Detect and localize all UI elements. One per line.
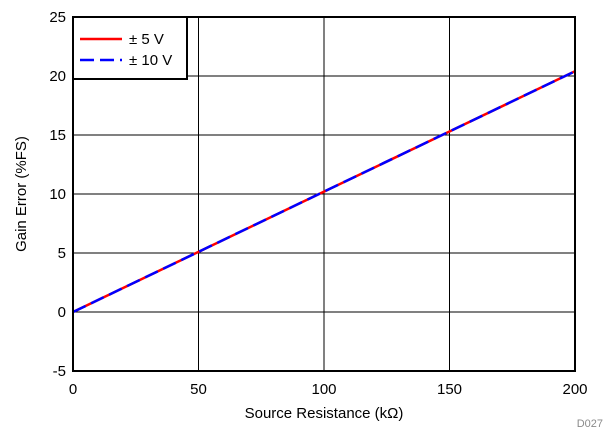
- y-tick-label: 10: [49, 186, 66, 203]
- figure-code-label: D027: [577, 418, 603, 430]
- y-axis-label: Gain Error (%FS): [13, 136, 30, 252]
- y-tick-label: 0: [58, 304, 66, 321]
- y-tick-label: -5: [53, 363, 66, 380]
- y-tick-label: 15: [49, 127, 66, 144]
- plot-frame: [72, 16, 576, 372]
- y-tick-label: 25: [49, 9, 66, 26]
- x-tick-label: 150: [437, 381, 462, 398]
- series-lines: [72, 70, 576, 314]
- legend-label-5v: ± 5 V: [129, 31, 164, 48]
- series-line-10v: [72, 70, 576, 314]
- grid-lines: [73, 17, 575, 371]
- x-tick-label: 200: [562, 381, 587, 398]
- y-tick-label: 5: [58, 245, 66, 262]
- legend: ± 5 V ± 10 V: [72, 16, 188, 80]
- x-tick-label: 0: [69, 381, 77, 398]
- x-axis-label: Source Resistance (kΩ): [245, 405, 404, 422]
- x-tick-label: 100: [311, 381, 336, 398]
- y-tick-label: 20: [49, 68, 66, 85]
- legend-box: [72, 16, 188, 80]
- legend-label-10v: ± 10 V: [129, 52, 172, 69]
- x-tick-label: 50: [190, 381, 207, 398]
